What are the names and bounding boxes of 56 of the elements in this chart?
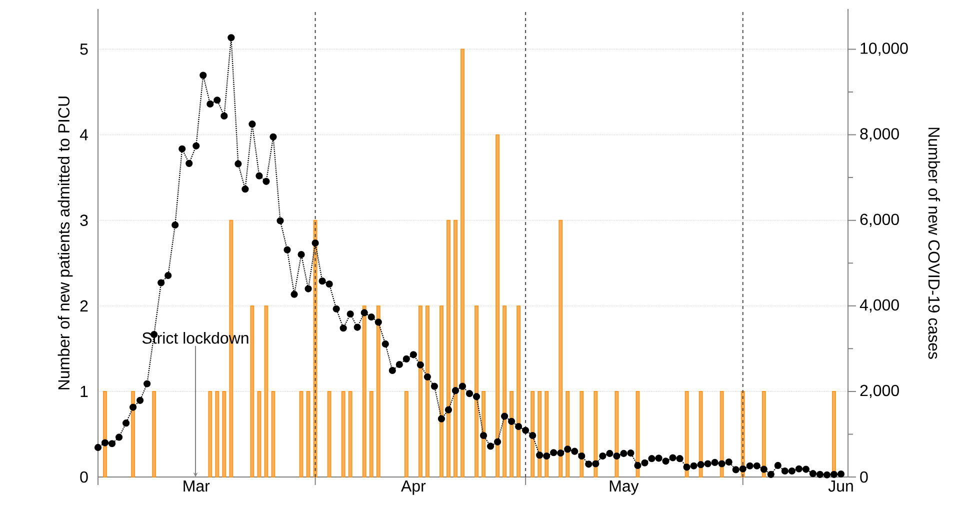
bar [208, 391, 212, 478]
bar [566, 391, 570, 478]
bar [425, 305, 430, 478]
bar [418, 305, 422, 478]
bar [684, 391, 689, 478]
y2-tick-label: 4,000 [860, 299, 899, 312]
bar [222, 391, 226, 478]
x-tick-label: Apr [401, 480, 426, 495]
y-tick-label: 2 [80, 300, 88, 312]
y2-tick-label: 2,000 [860, 384, 899, 398]
bar [580, 391, 584, 478]
bar [264, 305, 268, 478]
bar [327, 391, 332, 478]
bar [439, 305, 444, 478]
bar [762, 391, 766, 478]
y-tick-label: 0 [80, 471, 88, 483]
bar [544, 391, 549, 478]
bar [538, 391, 542, 478]
bar [698, 391, 703, 478]
bar [720, 391, 724, 478]
bar [299, 391, 304, 478]
y-tick-label: 4 [80, 129, 88, 140]
y2-axis-title: Number of new COVID-19 cases [928, 128, 940, 359]
y-tick-label: 1 [80, 386, 88, 397]
bar [594, 391, 598, 478]
bar [250, 305, 254, 478]
bar [516, 305, 521, 478]
bar [362, 305, 366, 478]
bar [257, 391, 262, 478]
bar [510, 391, 514, 478]
y2-tick-label: 10,000 [860, 42, 908, 56]
x-tick-label: May [610, 480, 639, 495]
y-tick-label: 5 [80, 44, 88, 55]
x-tick-label: Jun [828, 480, 853, 492]
bar [306, 391, 310, 478]
bar [348, 391, 352, 478]
bar [131, 391, 136, 478]
bar [404, 391, 408, 478]
bar [614, 391, 619, 478]
y2-tick-label: 0 [860, 471, 868, 483]
bar [636, 391, 640, 478]
y2-tick-label: 8,000 [860, 128, 899, 142]
bar [446, 220, 450, 478]
y2-tick-label: 6,000 [860, 214, 899, 227]
x-tick-label: Mar [184, 480, 210, 492]
bar [341, 391, 346, 478]
bar [152, 391, 156, 478]
bar [530, 391, 535, 478]
bar [496, 134, 500, 478]
y-axis-title: Number of new patients admitted to PICU [58, 96, 73, 390]
bar [558, 220, 563, 478]
bar [215, 391, 220, 478]
y-tick-label: 3 [80, 214, 88, 226]
bar [369, 391, 374, 478]
bar [376, 305, 380, 478]
bar [502, 305, 507, 478]
